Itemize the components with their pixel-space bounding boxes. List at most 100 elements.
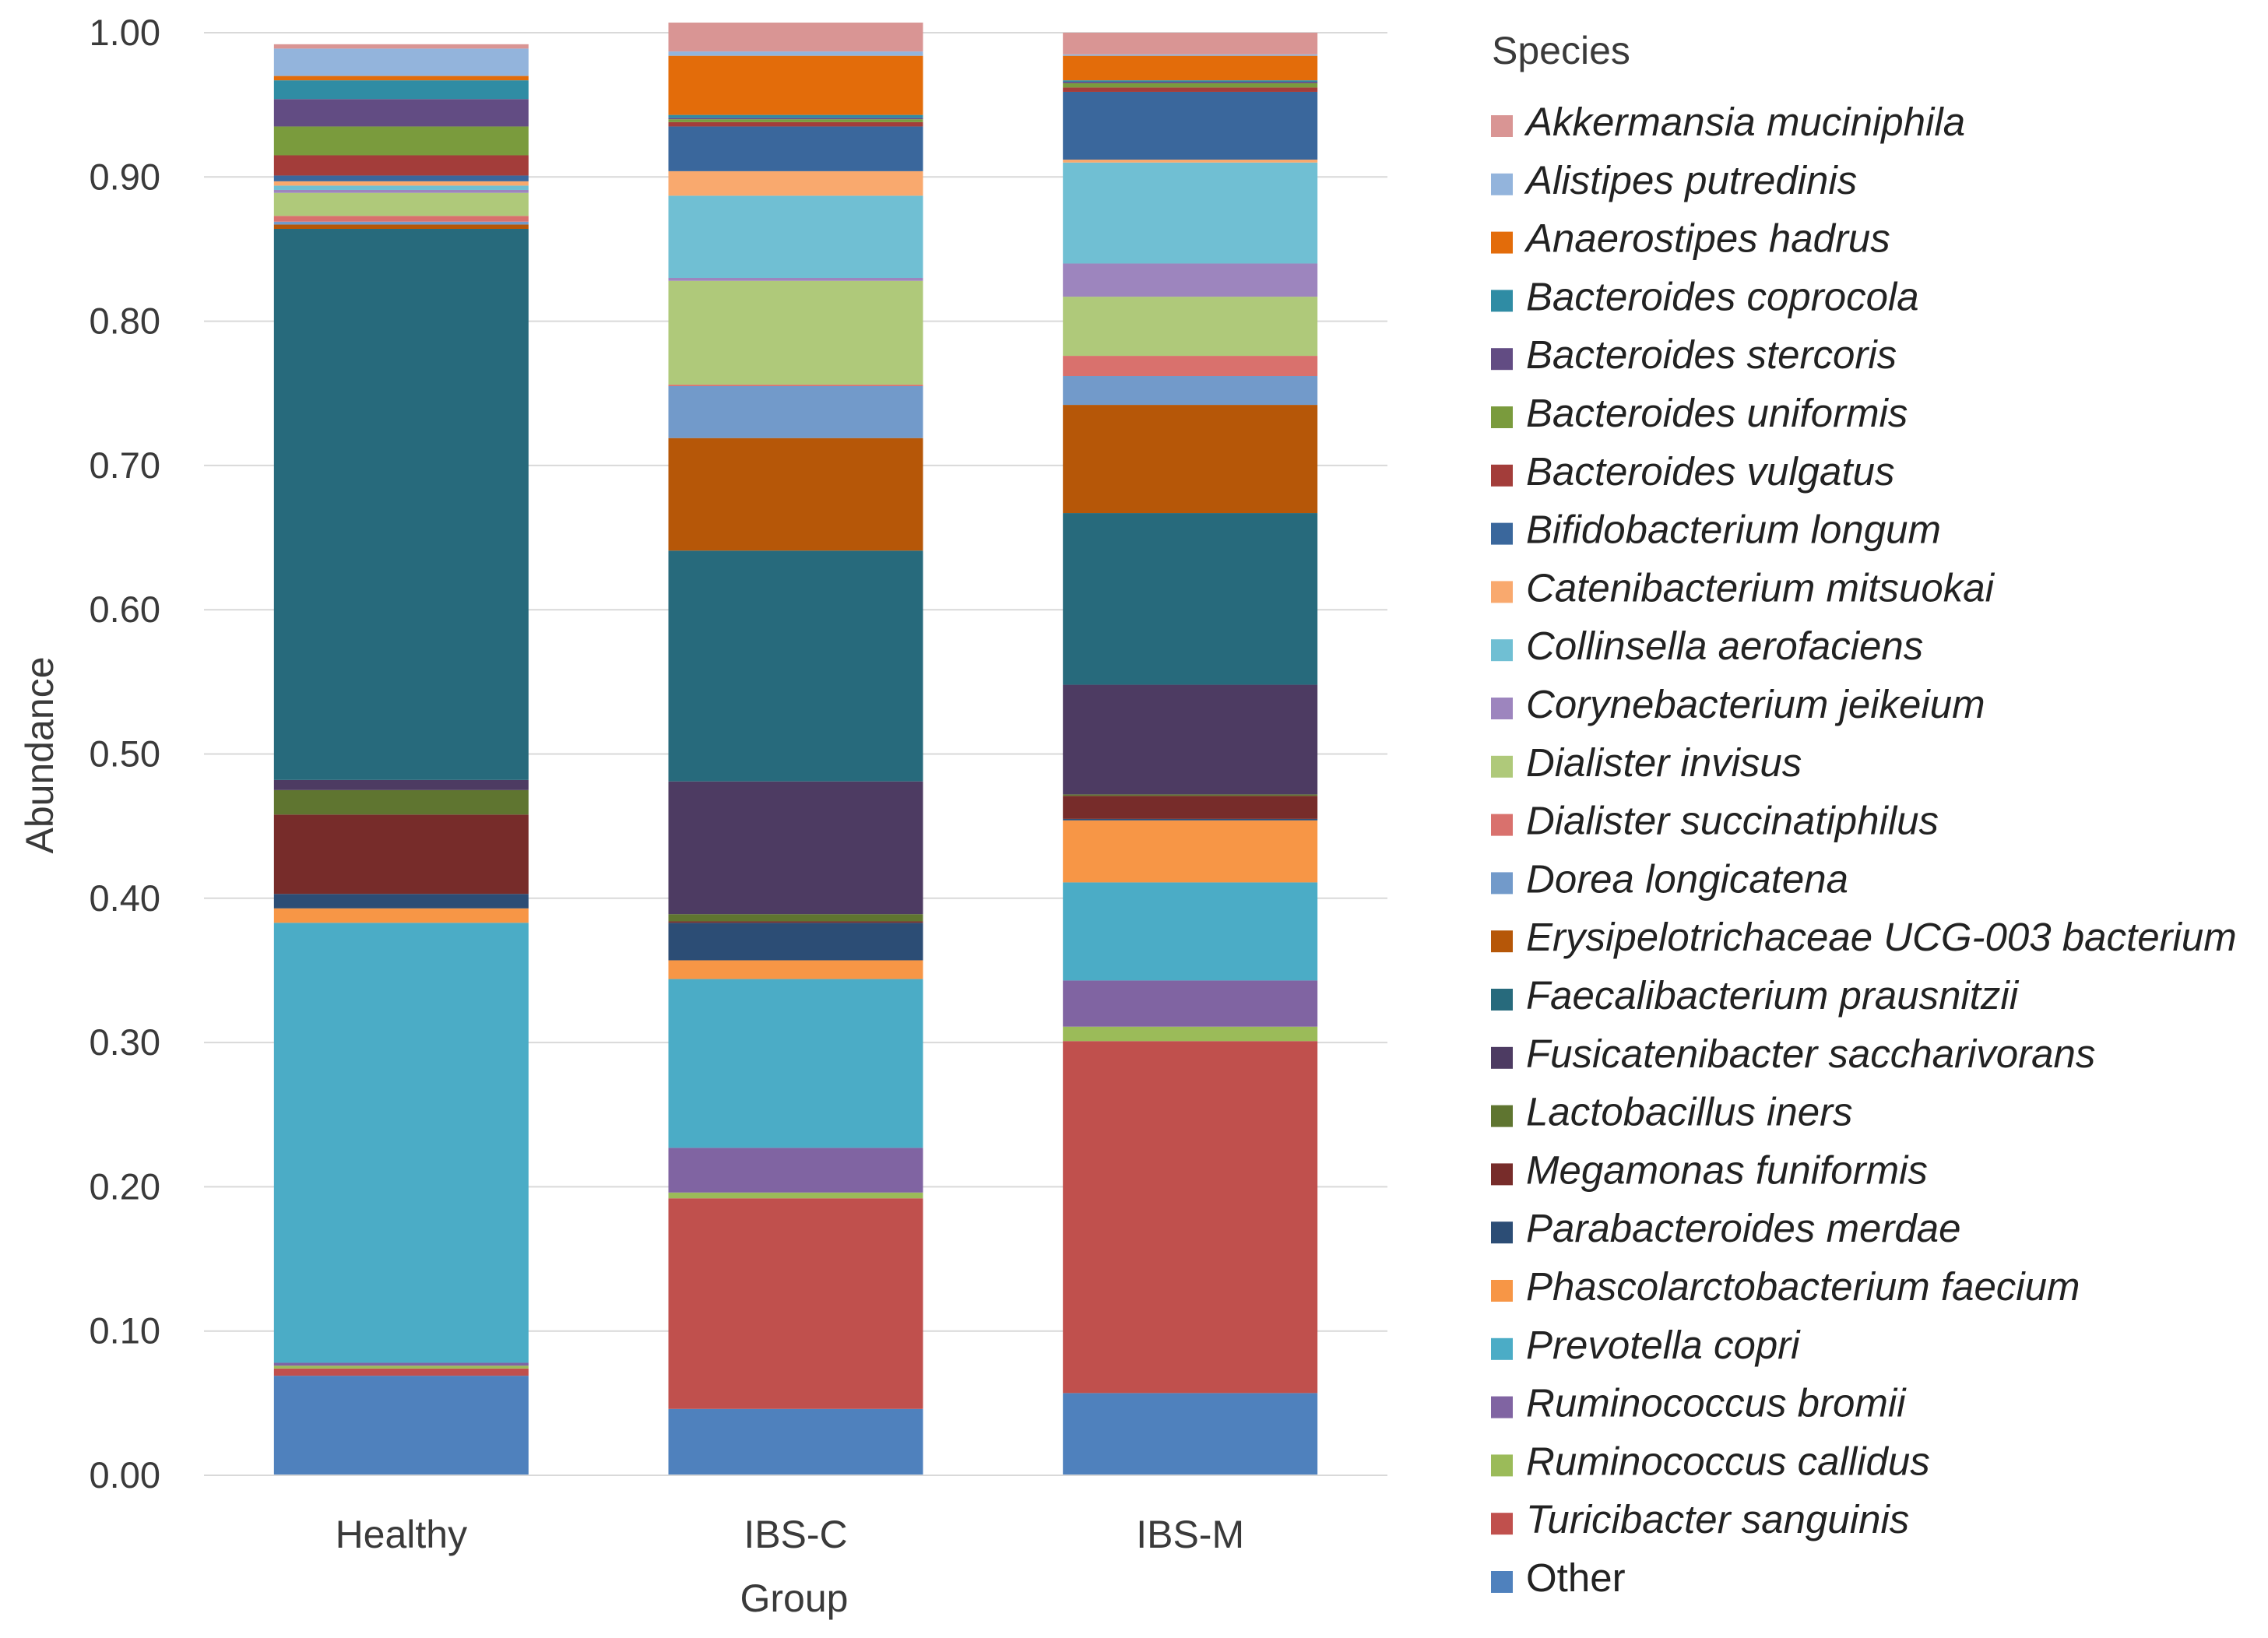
bar-segment: Prevotella copri (Healthy): 0.305 (273, 923, 529, 1363)
bar-segment: Parabacteroides merdae (Healthy): 0.01 (273, 894, 529, 909)
bar-segment: Other (IBS-C): 0.046 (668, 1408, 923, 1475)
bar-segment: Prevotella copri (IBS-C): 0.117 (668, 979, 923, 1148)
bar-segment: Other (Healthy): 0.069 (273, 1376, 529, 1475)
bar-segment: Catenibacterium mitsuokai (IBS-M): 0.002 (1063, 160, 1318, 163)
bar-segment: Bacteroides vulgatus (Healthy): 0.014 (273, 155, 529, 176)
legend-swatch (1491, 1221, 1513, 1244)
bar-segment: Ruminococcus bromii (Healthy): 0.002 (273, 1362, 529, 1366)
bar-segment: Megamonas funiformis (IBS-M): 0.016 (1063, 796, 1318, 819)
bar-segment: Turicibacter sanguinis (IBS-C): 0.146 (668, 1198, 923, 1409)
bar-segment: Prevotella copri (IBS-M): 0.068 (1063, 882, 1318, 981)
x-category-label: IBS-C (744, 1513, 847, 1556)
bar-segment: Bacteroides stercoris (Healthy): 0.019 (273, 99, 529, 127)
legend-label: Dialister invisus (1526, 740, 1802, 785)
bar-segment: Lactobacillus iners (Healthy): 0.017 (273, 789, 529, 815)
bar-segment: Bacteroides stercoris (IBS-M): 0.001 (1063, 82, 1318, 83)
y-tick-label: 0.70 (90, 445, 160, 486)
legend-label: Ruminococcus bromii (1526, 1381, 1907, 1425)
bar-segment: Faecalibacterium prausnitzii (IBS-C): 0.… (668, 550, 923, 782)
bar-segment: Faecalibacterium prausnitzii (Healthy): … (273, 229, 529, 780)
bar-segment: Dorea longicatena (Healthy): 0.002 (273, 221, 529, 225)
bar-segment: Bifidobacterium longum (IBS-M): 0.047 (1063, 91, 1318, 160)
bar-segment: Erysipelotrichaceae UCG-003 bacterium (I… (1063, 405, 1318, 514)
legend-label: Bacteroides uniformis (1526, 391, 1908, 435)
bar-segment: Fusicatenibacter saccharivorans (IBS-M):… (1063, 684, 1318, 795)
legend-label: Akkermansia muciniphila (1524, 100, 1965, 144)
bar-segment: Megamonas funiformis (IBS-C): 0.001 (668, 921, 923, 923)
bar-segment: Dialister succinatiphilus (IBS-C): 0.001 (668, 385, 923, 386)
bar-segment: Dialister invisus (IBS-M): 0.041 (1063, 297, 1318, 357)
x-category-label: Healthy (336, 1513, 468, 1556)
y-tick-label: 0.00 (90, 1454, 160, 1496)
y-tick-label: 0.90 (90, 156, 160, 197)
legend-label: Bacteroides stercoris (1526, 332, 1897, 377)
bar-segment: Phascolarctobacterium faecium (IBS-M): 0… (1063, 820, 1318, 883)
legend-label: Ruminococcus callidus (1526, 1439, 1930, 1483)
bar-segment: Megamonas funiformis (Healthy): 0.055 (273, 814, 529, 895)
legend-title: Species (1492, 29, 1630, 72)
bar-segment: Dialister invisus (IBS-C): 0.072 (668, 280, 923, 385)
legend-swatch (1491, 522, 1513, 545)
legend-swatch (1491, 173, 1513, 195)
bar-segment: Faecalibacterium prausnitzii (IBS-M): 0.… (1063, 513, 1318, 685)
bar-segment: Dorea longicatena (IBS-C): 0.036 (668, 385, 923, 438)
bar-segment: Bacteroides uniformis (Healthy): 0.02 (273, 126, 529, 156)
y-tick-label: 0.60 (90, 589, 160, 630)
bar-segment: Dorea longicatena (IBS-M): 0.02 (1063, 376, 1318, 406)
legend-label: Other (1526, 1555, 1626, 1600)
bar-segment: Phascolarctobacterium faecium (Healthy):… (273, 908, 529, 923)
bar-segment: Bacteroides uniformis (IBS-C): 0.002 (668, 119, 923, 122)
legend-swatch (1491, 464, 1513, 487)
bar-segment: Ruminococcus bromii (IBS-M): 0.032 (1063, 980, 1318, 1027)
bar-segment: Ruminococcus bromii (IBS-C): 0.031 (668, 1148, 923, 1193)
bar-segment: Bacteroides coprocola (IBS-M): 0.001 (1063, 80, 1318, 83)
bar-segment: Alistipes putredinis (IBS-M): 0.001 (1063, 54, 1318, 56)
bar-segment: Ruminococcus callidus (IBS-M): 0.01 (1063, 1026, 1318, 1042)
y-axis-title: Abundance (18, 656, 62, 853)
legend-swatch (1491, 1513, 1513, 1535)
bar-segment: Alistipes putredinis (Healthy): 0.019 (273, 48, 529, 76)
bar-segment: Bacteroides vulgatus (IBS-C): 0.003 (668, 121, 923, 127)
bar-segment: Ruminococcus callidus (IBS-C): 0.004 (668, 1192, 923, 1199)
bar-segment: Bifidobacterium longum (Healthy): 0.004 (273, 175, 529, 181)
legend-swatch (1491, 1571, 1513, 1593)
x-axis-category-labels: Healthy IBS-C IBS-M (336, 1513, 1245, 1556)
legend-swatch (1491, 1163, 1513, 1186)
x-axis-title: Group (740, 1576, 849, 1620)
legend-swatch (1491, 698, 1513, 719)
legend-swatch (1491, 290, 1513, 312)
legend-label: Prevotella copri (1526, 1323, 1801, 1367)
y-tick-label: 0.10 (90, 1310, 160, 1352)
legend-swatch (1491, 1337, 1513, 1360)
legend-label: Turicibacter sanguinis (1526, 1497, 1909, 1541)
legend-label: Bacteroides coprocola (1526, 274, 1919, 318)
bar-segment: Dialister succinatiphilus (Healthy): 0.0… (273, 216, 529, 222)
y-tick-label: 0.20 (90, 1165, 160, 1207)
legend-label: Erysipelotrichaceae UCG-003 bacterium (1526, 915, 2237, 959)
bar-segment: Collinsella aerofaciens (IBS-C): 0.057 (668, 195, 923, 279)
legend-swatch (1491, 348, 1513, 371)
legend-swatch (1491, 231, 1513, 254)
y-axis-tick-labels: 0.00 0.10 0.20 0.30 0.40 0.50 0.60 0.70 0.80 0.90… (90, 12, 160, 1496)
legend-label: Parabacteroides merdae (1526, 1206, 1961, 1250)
bar-segment: Akkermansia muciniphila (IBS-M): 0.015 (1063, 33, 1318, 54)
legend-swatch (1491, 1454, 1513, 1477)
bar-segment: Lactobacillus iners (IBS-M): 0.001 (1063, 794, 1318, 796)
bar-segment: Corynebacterium jeikeium (IBS-C): 0.002 (668, 278, 923, 281)
legend-label: Collinsella aerofaciens (1526, 624, 1923, 668)
bar-segment: Catenibacterium mitsuokai (IBS-C): 0.017 (668, 170, 923, 196)
legend-label: Fusicatenibacter saccharivorans (1526, 1032, 2095, 1076)
bar-segment: Phascolarctobacterium faecium (IBS-C): 0… (668, 960, 923, 979)
legend-label: Catenibacterium mitsuokai (1526, 565, 1995, 610)
bar-segment: Anaerostipes hadrus (IBS-C): 0.041 (668, 55, 923, 115)
bar-segment: Bacteroides coprocola (IBS-C): 0.002 (668, 114, 923, 118)
bar-segment: Parabacteroides merdae (IBS-C): 0.026 (668, 923, 923, 961)
legend-swatch (1491, 1046, 1513, 1069)
legend-swatch (1491, 1280, 1513, 1302)
bar-segment: Lactobacillus iners (IBS-C): 0.005 (668, 914, 923, 922)
legend-swatch (1491, 581, 1513, 603)
legend-label: Anaerostipes hadrus (1524, 216, 1890, 261)
bar-segment: Collinsella aerofaciens (IBS-M): 0.07 (1063, 162, 1318, 264)
legend-swatch (1491, 989, 1513, 1011)
